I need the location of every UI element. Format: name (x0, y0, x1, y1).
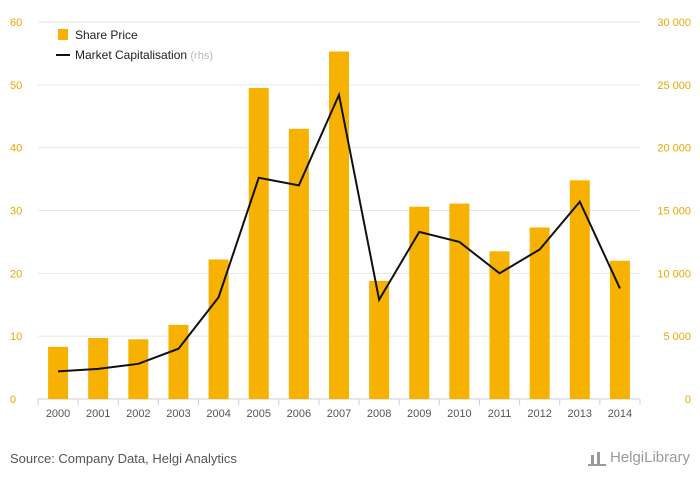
bar (128, 339, 149, 399)
bar (288, 128, 309, 400)
bar (489, 251, 510, 399)
x-tick-label: 2013 (568, 408, 592, 420)
x-axis: 2000 2001 2002 2003 2004 2005 2006 2007 2008 2009… (37, 399, 641, 420)
helgi-library-logo: HelgiLibrary (587, 449, 690, 466)
bar (609, 260, 630, 399)
bar (48, 346, 69, 399)
y-tick-right: 10 000 (657, 268, 691, 280)
y-tick-right: 15 000 (657, 206, 691, 218)
x-tick-label: 2012 (527, 408, 551, 420)
x-tick-label: 2011 (488, 408, 512, 420)
y-tick-left: 60 (10, 17, 22, 29)
bar (329, 51, 349, 399)
y-tick-right: 20 000 (657, 143, 691, 155)
x-tick-label: 2010 (447, 408, 471, 420)
y-axis-left: 0 10 20 30 40 50 60 (10, 17, 22, 406)
x-tick-label: 2006 (287, 408, 311, 420)
legend-label-market-cap: Market Capitalisation (rhs) (75, 48, 213, 62)
legend-swatch-share-price (58, 29, 68, 40)
x-tick-label: 2007 (327, 408, 351, 420)
legend-label-share-price: Share Price (75, 28, 138, 42)
legend-rhs-note: (rhs) (190, 50, 213, 62)
bar (569, 180, 590, 399)
source-note: Source: Company Data, Helgi Analytics (10, 451, 237, 466)
bar (409, 206, 430, 399)
bar (369, 280, 390, 399)
x-tick-label: 2004 (206, 408, 230, 420)
y-tick-left: 20 (10, 268, 22, 280)
x-tick-label: 2014 (608, 408, 632, 420)
y-tick-right: 25 000 (657, 80, 691, 92)
bar (168, 324, 189, 399)
logo-text: HelgiLibrary (609, 449, 690, 466)
bar (449, 203, 470, 399)
y-axis-right: 0 5 000 10 000 15 000 20 000 25 000 30 000 (657, 17, 691, 406)
x-tick-label: 2003 (166, 408, 190, 420)
line-series (58, 91, 621, 373)
y-tick-left: 40 (10, 143, 22, 155)
chart: 0 10 20 30 40 50 60 0 5 000 10 000 15 000 20 000 25… (10, 17, 691, 420)
y-tick-left: 10 (10, 331, 22, 343)
x-tick-label: 2005 (246, 408, 270, 420)
x-tick-label: 2002 (126, 408, 150, 420)
y-tick-left: 30 (10, 206, 22, 218)
y-tick-left: 50 (10, 80, 22, 92)
x-tick-label: 2000 (46, 408, 70, 420)
x-tick-label: 2008 (367, 408, 391, 420)
bar (529, 227, 550, 399)
market-cap-line (58, 91, 621, 373)
y-tick-right: 5 000 (663, 331, 691, 343)
y-tick-left: 0 (10, 394, 16, 406)
legend: Share Price Market Capitalisation (rhs) (56, 28, 213, 62)
library-logo-icon (587, 450, 606, 466)
x-tick-label: 2001 (86, 408, 110, 420)
y-tick-right: 0 (685, 394, 691, 406)
x-tick-label: 2009 (407, 408, 431, 420)
bar (248, 87, 269, 399)
bar (208, 259, 229, 399)
y-tick-right: 30 000 (657, 17, 691, 29)
bar-series (48, 51, 630, 400)
